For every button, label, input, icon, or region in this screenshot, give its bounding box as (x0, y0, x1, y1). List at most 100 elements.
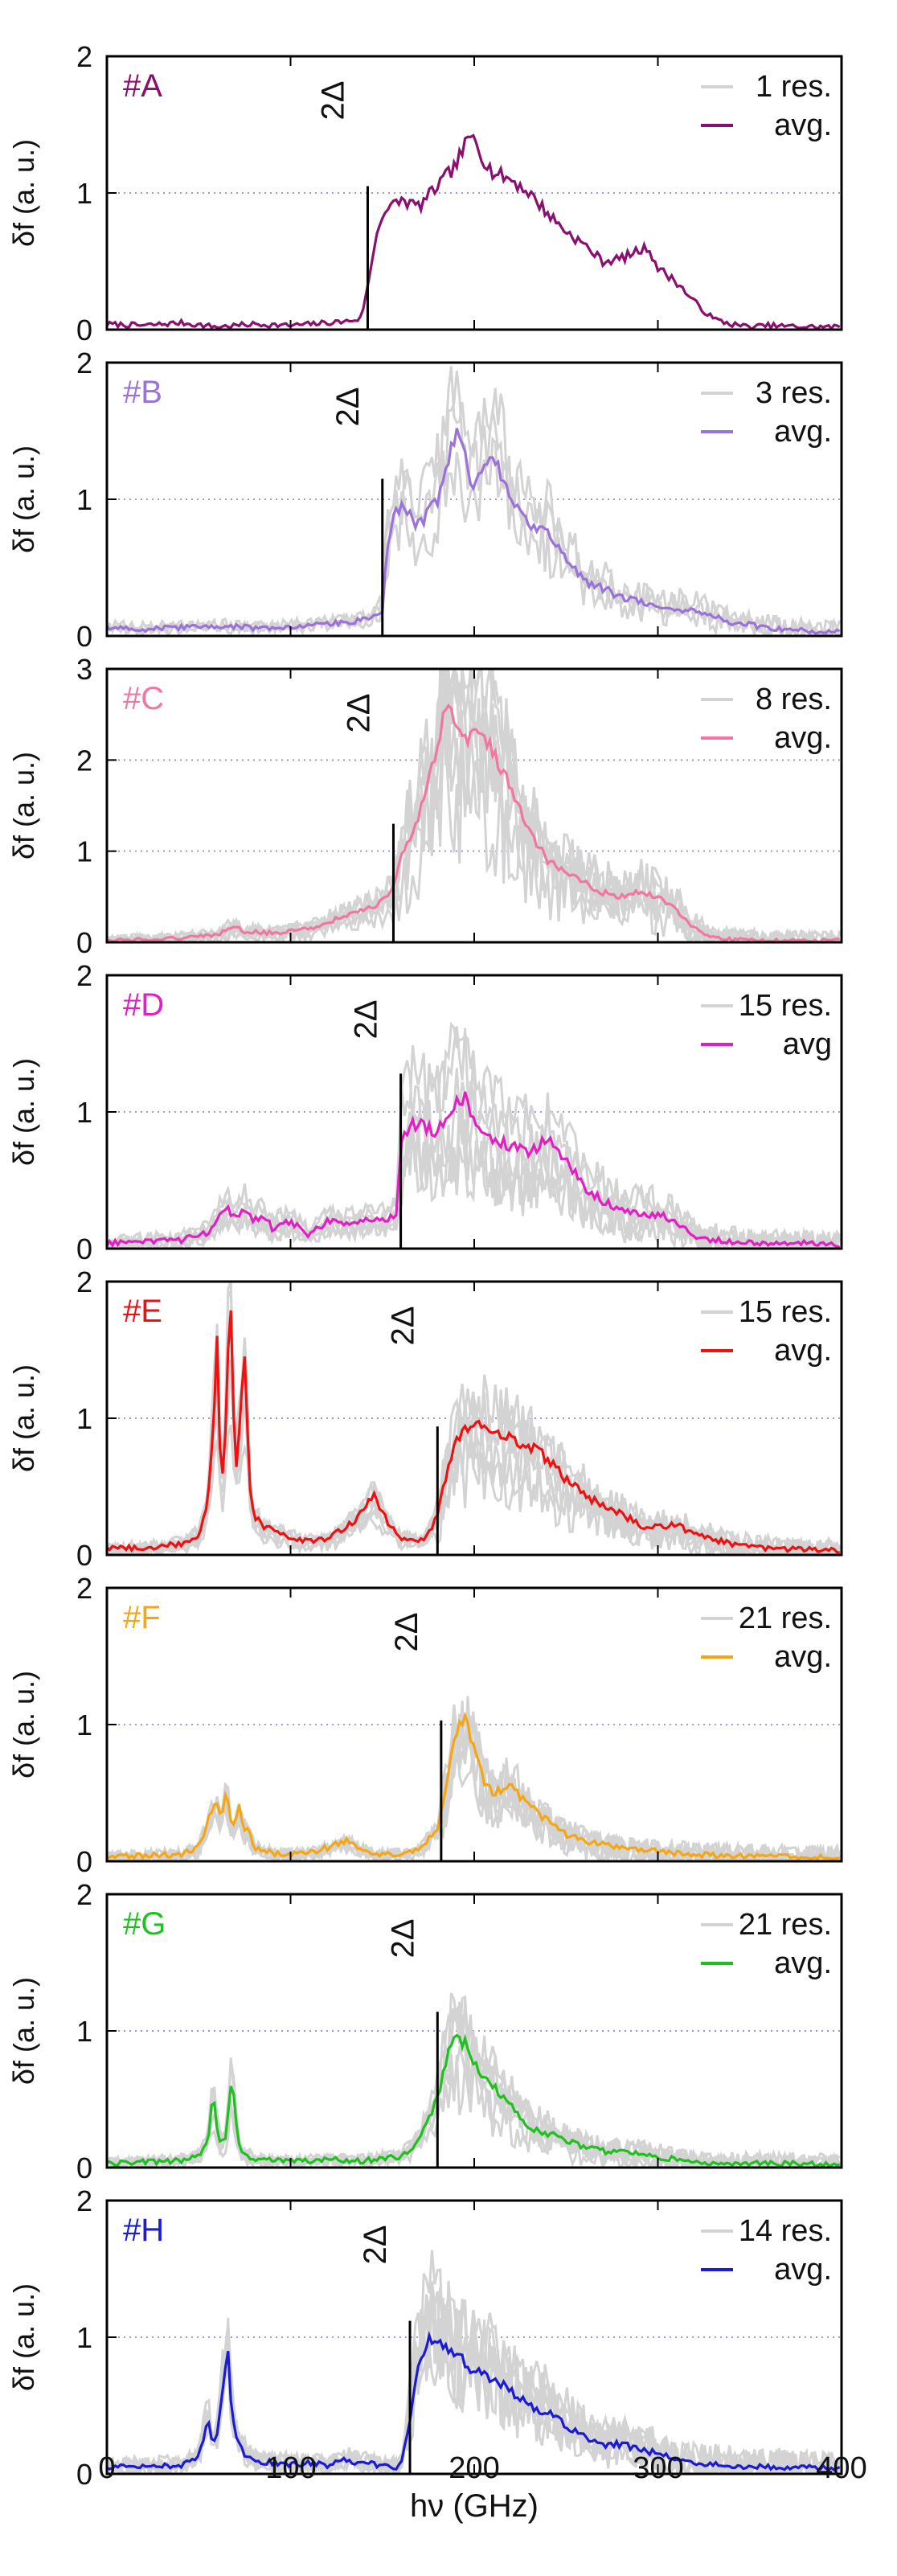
gap-label: 2Δ (389, 1613, 424, 1652)
y-tick-label: 0 (76, 314, 92, 347)
legend-avg-label: avg. (774, 1334, 832, 1368)
legend-raw-label: 15 res. (739, 989, 832, 1023)
y-axis-title: δf (a. u.) (7, 1977, 40, 2085)
y-axis-title: δf (a. u.) (7, 1671, 40, 1778)
legend-raw-label: 1 res. (756, 70, 832, 104)
y-tick-label: 0 (76, 2458, 92, 2491)
y-tick-label: 1 (76, 177, 92, 210)
panel-title: #D (123, 987, 164, 1023)
panels: 2Δ 0 1 2 δf (a. u.) #A 1 res. avg. 2Δ 0 1 2 δf (a. u… (7, 40, 843, 2491)
y-tick-label: 2 (76, 2184, 92, 2217)
raw-trace-2 (107, 366, 842, 636)
panel-frame (105, 974, 843, 1250)
raw-trace-3 (107, 1713, 841, 1861)
y-tick-label: 1 (76, 1708, 92, 1741)
x-axis-labels: 0 100 200 300 400 hν (GHz) (98, 2451, 866, 2524)
y-axis-title: δf (a. u.) (7, 445, 40, 553)
y-tick-label: 3 (76, 653, 92, 686)
panel-5: 2Δ 0 1 2 δf (a. u.) #F 21 res. avg. (7, 1572, 843, 1878)
legend-raw-label: 15 res. (739, 1295, 832, 1329)
gap-label: 2Δ (385, 1306, 420, 1346)
y-tick-label: 0 (76, 2151, 92, 2184)
y-axis-title: δf (a. u.) (7, 139, 40, 247)
legend-raw-label: 3 res. (756, 376, 832, 410)
y-tick-label: 2 (76, 744, 92, 777)
y-tick-label: 0 (76, 926, 92, 959)
panel-title: #B (123, 375, 162, 410)
y-axis-title: δf (a. u.) (7, 1058, 40, 1166)
y-tick-label: 2 (76, 40, 92, 73)
avg-trace (107, 2033, 841, 2168)
panel-title: #C (123, 681, 164, 716)
avg-trace (107, 2331, 841, 2472)
panel-7: 2Δ 0 1 2 δf (a. u.) #H 14 res. avg. (7, 2184, 843, 2491)
panel-1: 2Δ 0 1 2 δf (a. u.) #B 3 res. avg. (7, 347, 843, 653)
panel-0: 2Δ 0 1 2 δf (a. u.) #A 1 res. avg. (7, 40, 843, 347)
plot-area (107, 1021, 842, 1249)
legend-raw-label: 21 res. (739, 1602, 832, 1635)
legend-avg-label: avg. (774, 1946, 832, 1980)
y-axis-title: δf (a. u.) (7, 752, 40, 859)
y-tick-label: 1 (76, 1402, 92, 1435)
legend-avg-label: avg. (774, 415, 832, 449)
x-tick-label-200: 200 (448, 2451, 499, 2485)
y-axis-title: δf (a. u.) (7, 2283, 40, 2391)
raw-trace-1 (107, 370, 841, 636)
gap-label: 2Δ (330, 388, 366, 427)
avg-trace (107, 703, 840, 942)
legend-raw-label: 8 res. (756, 683, 832, 716)
avg-trace (107, 1091, 840, 1249)
avg-trace (107, 1310, 840, 1554)
gap-label: 2Δ (349, 1000, 384, 1040)
legend-raw-label: 14 res. (739, 2214, 832, 2248)
raw-trace-5 (107, 2008, 841, 2168)
panel-title: #G (123, 1906, 166, 1942)
plot-area (107, 2250, 842, 2474)
plot-area (107, 1282, 842, 1555)
panel-frame (105, 1893, 843, 2169)
y-tick-label: 0 (76, 620, 92, 653)
legend-avg-label: avg. (774, 109, 832, 142)
y-tick-label: 1 (76, 835, 92, 868)
panel-4: 2Δ 0 1 2 δf (a. u.) #E 15 res. avg. (7, 1265, 843, 1572)
panel-frame (105, 667, 843, 944)
raw-trace-5 (107, 669, 842, 942)
raw-trace-3 (107, 2054, 842, 2168)
y-tick-label: 1 (76, 483, 92, 516)
legend-avg-label: avg. (774, 721, 832, 755)
legend-avg-label: avg. (774, 1640, 832, 1674)
legend-avg-label: avg. (774, 2253, 832, 2287)
y-tick-label: 2 (76, 1572, 92, 1605)
x-tick-label-0: 0 (98, 2451, 115, 2485)
panel-title: #E (123, 1294, 162, 1329)
x-tick-label-400: 400 (816, 2451, 866, 2485)
panel-frame (105, 361, 843, 638)
x-tick-label-100: 100 (265, 2451, 316, 2485)
y-tick-label: 0 (76, 1539, 92, 1572)
y-tick-label: 2 (76, 347, 92, 379)
raw-trace-2 (107, 1714, 841, 1861)
gap-label: 2Δ (341, 694, 376, 733)
plot-area (107, 366, 842, 636)
raw-trace-0 (107, 436, 842, 636)
y-tick-label: 2 (76, 1265, 92, 1298)
y-tick-label: 1 (76, 2321, 92, 2354)
plot-area (107, 1696, 842, 1861)
avg-trace (107, 428, 841, 635)
panel-frame (105, 2199, 843, 2476)
y-tick-label: 2 (76, 959, 92, 992)
panel-title: #A (123, 68, 162, 104)
panel-frame (105, 1280, 843, 1557)
raw-trace-5 (107, 1370, 842, 1555)
panel-title: #H (123, 2213, 164, 2248)
panel-3: 2Δ 0 1 2 δf (a. u.) #D 15 res. avg (7, 959, 843, 1265)
y-tick-label: 0 (76, 1845, 92, 1878)
y-tick-label: 1 (76, 2015, 92, 2048)
plot-area (107, 1992, 842, 2168)
panel-frame (105, 1586, 843, 1863)
legend-avg-label: avg (783, 1028, 832, 1061)
y-axis-title: δf (a. u.) (7, 1364, 40, 1472)
gap-label: 2Δ (315, 81, 350, 121)
y-tick-label: 1 (76, 1096, 92, 1129)
